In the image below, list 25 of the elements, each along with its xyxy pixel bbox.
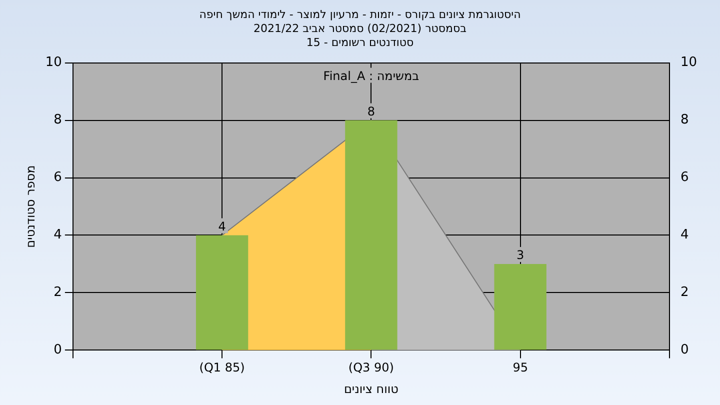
y2-tick-label: 4 — [680, 228, 689, 243]
x-axis-title: טווח ציונים — [344, 382, 399, 396]
bar — [196, 235, 248, 350]
data-label: 3 — [516, 248, 524, 262]
y-tick-label: 2 — [54, 285, 62, 300]
y2-tick-label: 10 — [680, 55, 698, 70]
annotation: במשימה : Final_A — [323, 68, 420, 83]
y2-tick-label: 2 — [680, 285, 689, 300]
chart-title: היסטוגרמת ציונים בקורס - יזמות - מרעיון למוצר - לימודי המשך חיפה — [198, 8, 522, 22]
y2-tick-label: 0 — [680, 342, 689, 358]
y-tick-label: 0 — [54, 342, 62, 358]
bar — [494, 264, 546, 350]
chart-subtitle: בסמסטר (02/2021) סמסטר אביב 2021/22 סטודנטים רשומים - 15 — [252, 22, 468, 50]
y-tick-label: 10 — [45, 55, 62, 70]
y-tick-label: 8 — [54, 112, 62, 128]
y2-tick-label: 8 — [680, 112, 689, 128]
y-axis-title: מספר סטודנטים — [23, 165, 38, 248]
y2-tick-label: 6 — [680, 170, 689, 186]
x-tick-label: (Q1 85) — [199, 360, 245, 375]
data-label: 4 — [218, 219, 226, 234]
x-tick-label: 95 — [512, 360, 528, 375]
x-tick-label: (Q3 90) — [348, 360, 394, 375]
y-tick-label: 4 — [54, 228, 62, 243]
data-label: 8 — [367, 104, 376, 118]
y-tick-label: 6 — [54, 170, 62, 186]
